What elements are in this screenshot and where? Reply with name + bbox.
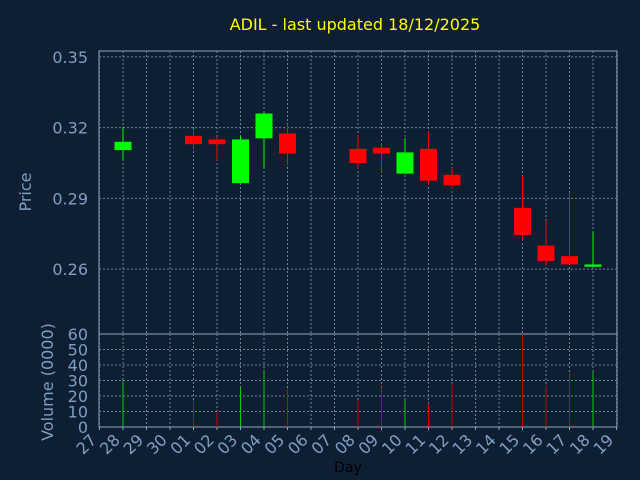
volume-tick-label: 20 (68, 387, 88, 406)
volume-tick-label: 0 (78, 418, 88, 437)
candle-body (514, 207, 531, 235)
volume-tick-label: 50 (68, 341, 88, 360)
volume-tick-label: 60 (68, 325, 88, 344)
price-tick-label: 0.26 (52, 260, 88, 279)
candle-body (420, 148, 437, 181)
candle-body (537, 245, 555, 261)
volume-axis-label: Volume (0000) (38, 323, 57, 441)
candle-body (185, 135, 202, 145)
candle-body (208, 139, 226, 145)
candle-body (561, 256, 578, 265)
candle-body (373, 147, 390, 154)
candle-body (349, 148, 367, 164)
candle-body (255, 113, 273, 139)
price-panel: 0.35 0.32 0.29 0.26 (52, 48, 618, 335)
x-axis-label: Day (334, 460, 362, 476)
chart-title: ADIL - last updated 18/12/2025 (230, 15, 481, 34)
price-axis-label: Price (16, 172, 35, 211)
candle-body (279, 133, 296, 154)
candle-body (114, 141, 132, 151)
candle-body (443, 174, 461, 186)
candle-body (584, 264, 602, 267)
volume-tick-label: 10 (68, 403, 88, 422)
candle-body (396, 152, 414, 174)
volume-tick-label: 30 (68, 372, 88, 391)
volume-tick-label: 40 (68, 356, 88, 375)
price-tick-label: 0.32 (52, 119, 88, 138)
price-tick-label: 0.29 (52, 189, 88, 208)
price-tick-label: 0.35 (52, 48, 88, 67)
candle-body (232, 139, 249, 184)
